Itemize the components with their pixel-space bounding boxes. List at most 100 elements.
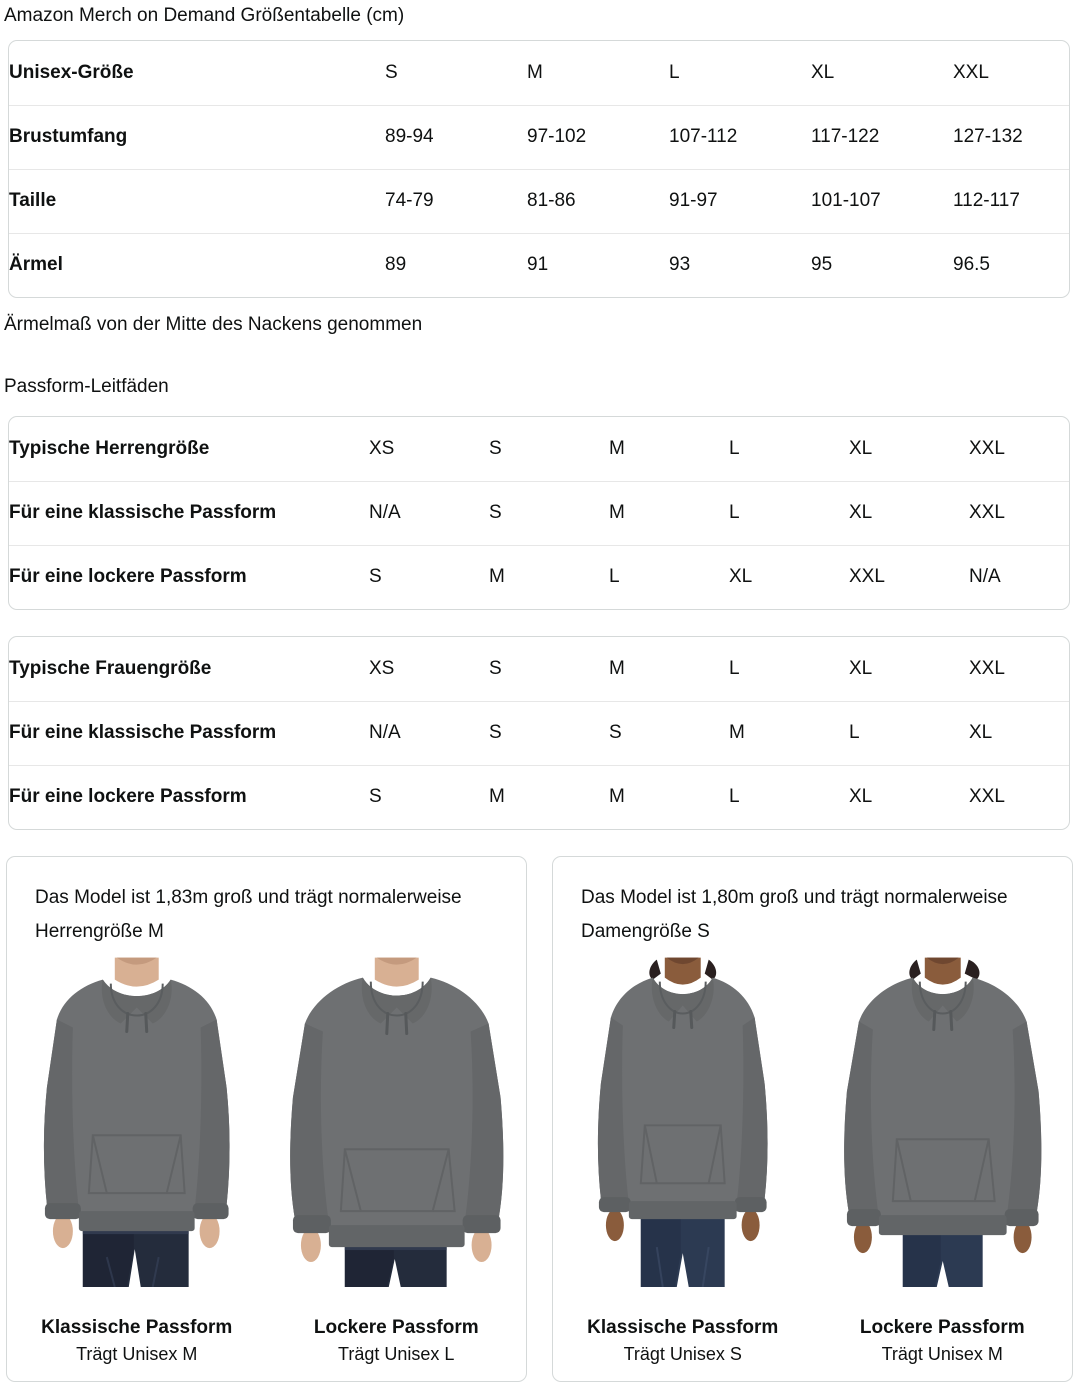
- cell-value: 91: [527, 232, 669, 297]
- cell-value: 97-102: [527, 104, 669, 169]
- cell-value: M: [609, 437, 625, 459]
- womens-model-card: Das Model ist 1,80m groß und trägt norma…: [552, 856, 1073, 1382]
- table-row: Taille 74-79 81-86 91-97 101-107 112-117: [9, 168, 1069, 233]
- womens-classic-fit-caption: Klassische Passform Trägt Unisex S: [553, 1315, 813, 1367]
- male-model-loose-fit-image: [267, 957, 527, 1287]
- table-row: Typische Herrengröße XS S M L XL XXL: [9, 417, 1069, 481]
- womens-loose-fit-caption: Lockere Passform Trägt Unisex M: [813, 1315, 1073, 1367]
- fit-label: Klassische Passform: [41, 1317, 233, 1338]
- cell-value: L: [849, 700, 969, 765]
- mens-model-captions: Klassische Passform Trägt Unisex M Locke…: [7, 1315, 526, 1367]
- womens-model-captions: Klassische Passform Trägt Unisex S Locke…: [553, 1315, 1072, 1367]
- cell-value: S: [489, 700, 609, 765]
- cell-value: 127-132: [953, 104, 1069, 169]
- cell-value: L: [669, 61, 680, 83]
- cell-value: XS: [369, 437, 395, 459]
- womens-model-heading: Das Model ist 1,80m groß und trägt norma…: [581, 887, 1008, 942]
- mens-fit-table: Typische Herrengröße XS S M L XL XXL Für…: [9, 417, 1069, 609]
- row-label: Unisex-Größe: [9, 61, 134, 83]
- cell-value: XS: [369, 657, 395, 679]
- cell-value: XXL: [953, 61, 989, 83]
- cell-value: 101-107: [811, 168, 953, 233]
- cell-value: M: [729, 700, 849, 765]
- wears-label: Trägt Unisex S: [623, 1344, 742, 1364]
- cell-value: 89-94: [385, 104, 527, 169]
- cell-value: 107-112: [669, 104, 811, 169]
- mens-model-figures: [7, 957, 526, 1287]
- cell-value: L: [729, 764, 849, 829]
- cell-value: L: [729, 657, 740, 679]
- cell-value: XL: [849, 657, 873, 679]
- mens-loose-fit-figure: [267, 957, 527, 1287]
- cell-value: M: [527, 61, 543, 83]
- cell-value: M: [489, 764, 609, 829]
- cell-value: 112-117: [953, 168, 1069, 233]
- wears-label: Trägt Unisex M: [76, 1344, 198, 1364]
- female-model-classic-fit-image: [553, 957, 813, 1287]
- womens-fit-table: Typische Frauengröße XS S M L XL XXL Für…: [9, 637, 1069, 829]
- cell-value: 96.5: [953, 232, 1069, 297]
- cell-value: L: [609, 544, 729, 609]
- cell-value: 89: [385, 232, 527, 297]
- cell-value: 95: [811, 232, 953, 297]
- cell-value: XXL: [969, 657, 1005, 679]
- fit-guides-title: Passform-Leitfäden: [4, 376, 169, 397]
- womens-model-figures: [553, 957, 1072, 1287]
- row-label: Taille: [9, 168, 385, 233]
- table-row: Für eine lockere Passform S M L XL XXL N…: [9, 544, 1069, 609]
- cell-value: S: [385, 61, 398, 83]
- mens-model-card: Das Model ist 1,83m groß und trägt norma…: [6, 856, 527, 1382]
- row-label: Typische Herrengröße: [9, 437, 210, 459]
- cell-value: XXL: [969, 480, 1069, 545]
- cell-value: XXL: [969, 437, 1005, 459]
- cell-value: S: [609, 700, 729, 765]
- table-row: Unisex-Größe S M L XL XXL: [9, 41, 1069, 105]
- cell-value: XL: [849, 764, 969, 829]
- cell-value: N/A: [969, 544, 1069, 609]
- cell-value: XL: [849, 480, 969, 545]
- table-row: Brustumfang 89-94 97-102 107-112 117-122…: [9, 104, 1069, 169]
- female-model-loose-fit-image: [813, 957, 1073, 1287]
- fit-label: Klassische Passform: [587, 1317, 779, 1338]
- table-row: Für eine lockere Passform S M M L XL XXL: [9, 764, 1069, 829]
- page-title: Amazon Merch on Demand Größentabelle (cm…: [4, 5, 405, 26]
- table-row: Für eine klassische Passform N/A S S M L…: [9, 700, 1069, 765]
- cell-value: XL: [811, 61, 835, 83]
- wears-label: Trägt Unisex M: [881, 1344, 1003, 1364]
- cell-value: 74-79: [385, 168, 527, 233]
- cell-value: S: [489, 480, 609, 545]
- cell-value: S: [369, 544, 489, 609]
- row-label: Brustumfang: [9, 104, 385, 169]
- cell-value: S: [489, 437, 502, 459]
- mens-classic-fit-figure: [7, 957, 267, 1287]
- row-label: Für eine lockere Passform: [9, 544, 369, 609]
- row-label: Für eine klassische Passform: [9, 700, 369, 765]
- cell-value: L: [729, 437, 740, 459]
- table-row: Typische Frauengröße XS S M L XL XXL: [9, 637, 1069, 701]
- cell-value: L: [729, 480, 849, 545]
- cell-value: M: [609, 657, 625, 679]
- row-label: Für eine lockere Passform: [9, 764, 369, 829]
- cell-value: 117-122: [811, 104, 953, 169]
- cell-value: 91-97: [669, 168, 811, 233]
- mens-fit-table-card: Typische Herrengröße XS S M L XL XXL Für…: [8, 416, 1070, 610]
- cell-value: XXL: [969, 764, 1069, 829]
- cell-value: XL: [849, 437, 873, 459]
- measurement-table-card: Unisex-Größe S M L XL XXL Brustumfang 89…: [8, 40, 1070, 298]
- womens-loose-fit-figure: [813, 957, 1073, 1287]
- cell-value: M: [609, 764, 729, 829]
- cell-value: XL: [729, 544, 849, 609]
- cell-value: N/A: [369, 700, 489, 765]
- mens-model-heading: Das Model ist 1,83m groß und trägt norma…: [35, 887, 462, 942]
- cell-value: N/A: [369, 480, 489, 545]
- womens-fit-table-card: Typische Frauengröße XS S M L XL XXL Für…: [8, 636, 1070, 830]
- cell-value: 81-86: [527, 168, 669, 233]
- fit-label: Lockere Passform: [859, 1317, 1025, 1338]
- mens-loose-fit-caption: Lockere Passform Trägt Unisex L: [267, 1315, 527, 1367]
- table-row: Ärmel 89 91 93 95 96.5: [9, 232, 1069, 297]
- row-label: Typische Frauengröße: [9, 657, 212, 679]
- cell-value: M: [609, 480, 729, 545]
- cell-value: XL: [969, 700, 1069, 765]
- cell-value: S: [489, 657, 502, 679]
